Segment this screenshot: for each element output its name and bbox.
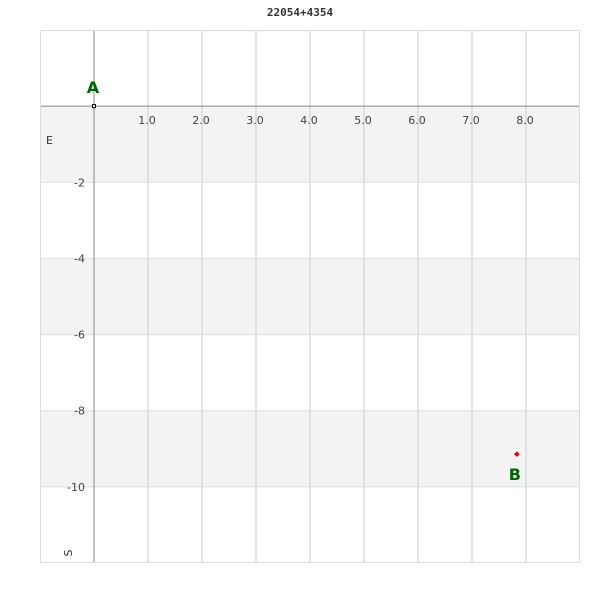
y-tick-label: -4 — [74, 252, 85, 265]
x-tick-label: 2.0 — [192, 114, 210, 127]
y-tick-label: -8 — [74, 405, 85, 418]
plot-frame — [40, 30, 580, 563]
point-label-B: B — [509, 465, 521, 484]
x-tick-label: 1.0 — [138, 114, 156, 127]
point-A — [92, 104, 96, 109]
point-label-A: A — [87, 78, 100, 97]
south-label: S — [62, 549, 75, 556]
chart-title: 22054+4354 — [266, 6, 334, 19]
x-tick-label: 6.0 — [408, 114, 426, 127]
x-tick-label: 4.0 — [300, 114, 318, 127]
point-B — [513, 451, 520, 457]
east-label: E — [46, 134, 53, 147]
x-tick-label: 8.0 — [516, 114, 534, 127]
x-tick-label: 3.0 — [246, 114, 264, 127]
y-tick-label: -10 — [67, 481, 85, 494]
x-tick-label: 5.0 — [354, 114, 372, 127]
y-tick-label: -6 — [74, 329, 85, 342]
x-tick-label: 7.0 — [462, 114, 480, 127]
y-tick-label: -2 — [74, 176, 85, 189]
